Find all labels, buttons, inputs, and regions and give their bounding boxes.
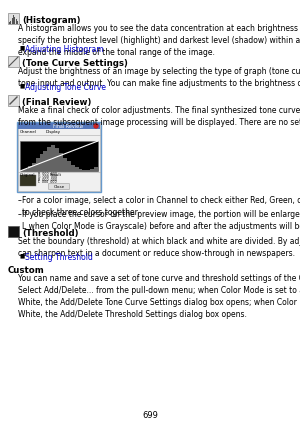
Text: B  000  000: B 000 000	[38, 178, 57, 181]
Bar	[67, 162, 71, 171]
Text: For a color image, select a color in Channel to check either Red, Green, or Blue: For a color image, select a color in Cha…	[22, 196, 300, 217]
Bar	[28, 166, 32, 171]
Bar	[8, 13, 19, 24]
Bar	[11, 18, 13, 23]
Text: Adjust the brightness of an image by selecting the type of graph (tone curve) sh: Adjust the brightness of an image by sel…	[18, 67, 300, 88]
Bar	[51, 144, 55, 171]
Bar	[90, 169, 94, 171]
Bar	[59, 153, 63, 171]
Bar	[86, 170, 90, 171]
Text: (Histogram): (Histogram)	[22, 16, 80, 25]
Text: Make a final check of color adjustments. The final synthesized tone curve and th: Make a final check of color adjustments.…	[18, 106, 300, 127]
Text: Original: Original	[20, 173, 35, 177]
Bar	[18, 123, 100, 191]
Text: R  000  000: R 000 000	[38, 172, 57, 176]
Bar	[8, 226, 19, 237]
Text: ■: ■	[20, 253, 25, 258]
Text: –: –	[18, 210, 22, 219]
Text: Final Review: Final Review	[53, 124, 83, 128]
Text: Select Add/Delete... from the pull-down menu; when Color Mode is set to anything: Select Add/Delete... from the pull-down …	[18, 286, 300, 319]
Bar	[24, 169, 28, 171]
Text: L  000  000: L 000 000	[38, 180, 57, 184]
Bar	[94, 167, 98, 171]
Bar	[47, 147, 51, 171]
Bar	[44, 150, 47, 171]
Bar	[20, 141, 98, 171]
Bar	[36, 158, 40, 171]
Text: Set the boundary (threshold) at which black and white are divided. By adjusting : Set the boundary (threshold) at which bl…	[18, 237, 300, 258]
Text: If you place the cursor on the preview image, the portion will be enlarged and i: If you place the cursor on the preview i…	[22, 210, 300, 231]
Text: Setting Threshold: Setting Threshold	[25, 253, 93, 262]
Bar	[63, 158, 67, 171]
Bar	[71, 165, 75, 171]
Text: Channel: Channel	[20, 130, 37, 134]
Text: (Tone Curve Settings): (Tone Curve Settings)	[22, 59, 128, 68]
Bar	[8, 95, 19, 106]
Bar	[8, 56, 19, 67]
Bar	[82, 170, 86, 171]
Bar	[18, 123, 100, 129]
Bar	[20, 170, 24, 171]
Bar	[17, 122, 101, 192]
Bar	[40, 154, 44, 171]
Text: (Final Review): (Final Review)	[22, 98, 92, 107]
Text: Result: Result	[50, 173, 62, 177]
Bar	[79, 169, 83, 171]
Text: –: –	[18, 196, 22, 205]
Bar	[16, 19, 17, 23]
Text: Custom: Custom	[8, 266, 45, 275]
Text: Close: Close	[53, 184, 64, 189]
Bar	[17, 21, 18, 23]
Bar	[13, 15, 14, 23]
Text: ■: ■	[20, 83, 25, 88]
Text: Adjusting Histogram: Adjusting Histogram	[25, 45, 103, 54]
Bar	[75, 167, 79, 171]
Text: You can name and save a set of tone curve and threshold settings of the Color Ad: You can name and save a set of tone curv…	[18, 274, 300, 283]
Text: Display: Display	[46, 130, 61, 134]
FancyBboxPatch shape	[49, 184, 70, 190]
Bar	[20, 175, 36, 186]
Bar	[14, 17, 15, 23]
Circle shape	[94, 124, 98, 128]
Bar	[32, 163, 36, 171]
Text: Adjusting Tone Curve: Adjusting Tone Curve	[25, 83, 106, 92]
Text: A histogram allows you to see the data concentration at each brightness level of: A histogram allows you to see the data c…	[18, 24, 300, 57]
Text: (Threshold): (Threshold)	[22, 229, 79, 238]
Bar	[9, 22, 10, 23]
Bar	[55, 148, 59, 171]
Text: G  000  000: G 000 000	[38, 175, 57, 179]
Text: ■: ■	[20, 45, 25, 50]
Bar	[10, 21, 11, 23]
Text: 699: 699	[142, 411, 158, 420]
